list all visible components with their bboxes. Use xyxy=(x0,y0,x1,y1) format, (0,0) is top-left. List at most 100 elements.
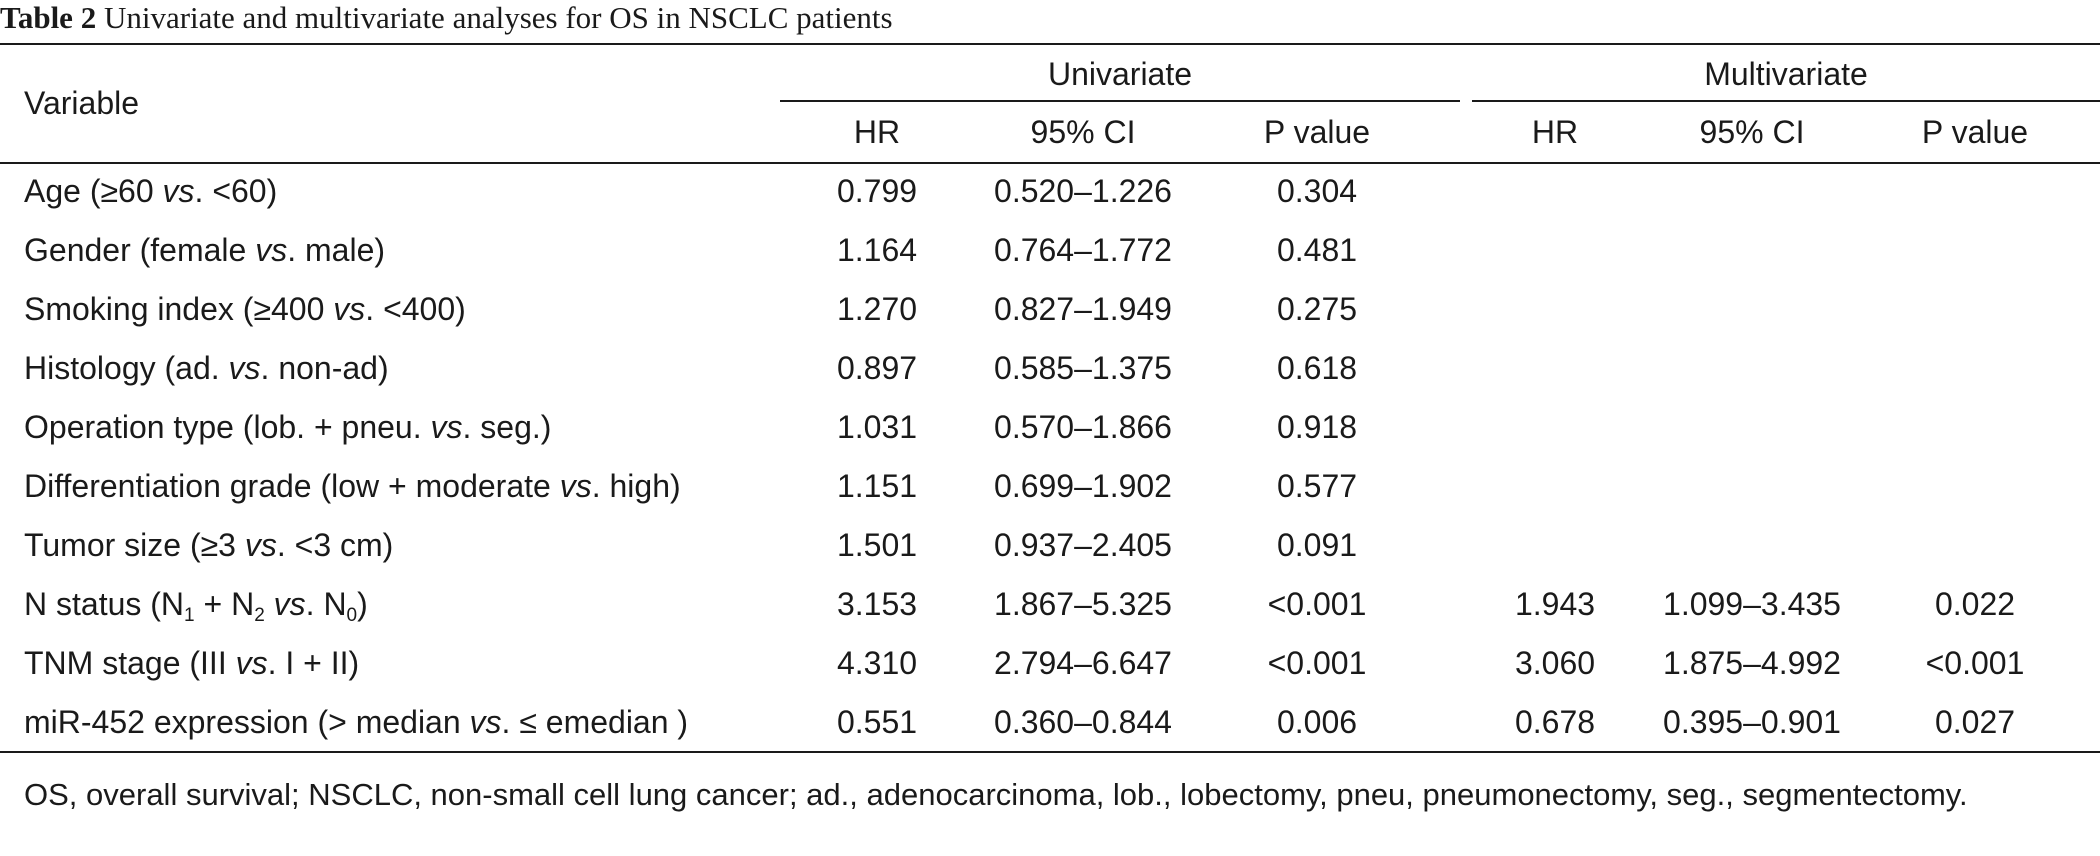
multi-ci-cell: 0.395–0.901 xyxy=(1663,704,1841,740)
label-text: . <400) xyxy=(365,291,466,327)
multi-ci-cell xyxy=(1632,289,1872,329)
label-text xyxy=(265,586,274,622)
uni-ci-cell: 0.585–1.375 xyxy=(994,350,1172,386)
uni-p-header: P value xyxy=(1263,114,1371,150)
label-text: Differentiation grade (low + moderate xyxy=(24,468,560,504)
multi-p-cell: 0.022 xyxy=(1934,586,2016,622)
vs-italic: vs xyxy=(235,645,268,681)
label-text: . <60) xyxy=(194,173,278,209)
uni-ci-cell: 2.794–6.647 xyxy=(994,645,1172,681)
row-label: Age (≥60 vs. <60) xyxy=(24,171,277,211)
multi-ci-cell: 1.875–4.992 xyxy=(1663,645,1841,681)
uni-hr-cell: 1.501 xyxy=(836,527,918,563)
uni-p-cell: 0.577 xyxy=(1276,468,1358,504)
vs-italic: vs xyxy=(333,291,366,327)
uni-p-cell: <0.001 xyxy=(1267,645,1367,681)
label-text: Age (≥60 xyxy=(24,173,163,209)
subscript: 0 xyxy=(346,605,358,626)
uni-hr-cell: 1.031 xyxy=(836,409,918,445)
row-label: N status (N1 + N2 vs. N0) xyxy=(24,584,368,626)
label-text: N status (N xyxy=(24,586,185,622)
header-rule xyxy=(0,162,2100,164)
vs-italic: vs xyxy=(559,468,592,504)
row-label: Smoking index (≥400 vs. <400) xyxy=(24,289,466,329)
vs-italic: vs xyxy=(469,704,502,740)
uni-hr-cell: 1.270 xyxy=(836,291,918,327)
multi-p-cell xyxy=(1855,171,2095,211)
multi-p-cell: 0.027 xyxy=(1934,704,2016,740)
label-text: miR-452 expression (> median xyxy=(24,704,470,740)
label-text: Operation type (lob. + pneu. xyxy=(24,409,431,445)
label-text: Tumor size (≥3 xyxy=(24,527,245,563)
multi-ci-cell xyxy=(1632,525,1872,565)
uni-ci-cell: 0.360–0.844 xyxy=(994,704,1172,740)
vs-italic: vs xyxy=(430,409,463,445)
uni-p-cell: 0.304 xyxy=(1276,173,1358,209)
label-text: ) xyxy=(357,586,368,622)
label-text: . <3 cm) xyxy=(276,527,394,563)
multi-ci-header: 95% CI xyxy=(1699,114,1805,150)
uni-hr-cell: 1.164 xyxy=(836,232,918,268)
multi-p-cell xyxy=(1855,348,2095,388)
uni-hr-cell: 1.151 xyxy=(836,468,918,504)
label-text: Smoking index (≥400 xyxy=(24,291,334,327)
label-text: Histology (ad. xyxy=(24,350,229,386)
multi-p-cell xyxy=(1855,525,2095,565)
univariate-header: Univariate xyxy=(1047,56,1193,92)
uni-p-cell: <0.001 xyxy=(1267,586,1367,622)
vs-italic: vs xyxy=(162,173,195,209)
uni-hr-cell: 3.153 xyxy=(836,586,918,622)
row-label: Histology (ad. vs. non-ad) xyxy=(24,348,389,388)
variable-header: Variable xyxy=(24,85,140,121)
uni-p-cell: 0.918 xyxy=(1276,409,1358,445)
label-text: . non-ad) xyxy=(260,350,389,386)
table-title: Univariate and multivariate analyses for… xyxy=(103,0,893,35)
multi-p-cell xyxy=(1855,289,2095,329)
uni-p-cell: 0.275 xyxy=(1276,291,1358,327)
uni-hr-header: HR xyxy=(853,114,901,150)
multivariate-group-rule xyxy=(1472,100,2100,102)
multi-p-cell: <0.001 xyxy=(1925,645,2025,681)
uni-ci-cell: 0.699–1.902 xyxy=(994,468,1172,504)
multivariate-header: Multivariate xyxy=(1704,56,1868,92)
label-text: Gender (female xyxy=(24,232,256,268)
multi-ci-cell xyxy=(1632,348,1872,388)
uni-p-cell: 0.091 xyxy=(1276,527,1358,563)
univariate-group-rule xyxy=(780,100,1460,102)
row-label: Differentiation grade (low + moderate vs… xyxy=(24,466,681,506)
uni-p-cell: 0.618 xyxy=(1276,350,1358,386)
uni-ci-cell: 0.764–1.772 xyxy=(994,232,1172,268)
row-label: Gender (female vs. male) xyxy=(24,230,385,270)
uni-ci-cell: 0.570–1.866 xyxy=(994,409,1172,445)
uni-ci-header: 95% CI xyxy=(1030,114,1136,150)
vs-italic: vs xyxy=(228,350,261,386)
table-number: Table 2 xyxy=(0,0,97,35)
label-text: . high) xyxy=(591,468,681,504)
multi-hr-cell: 1.943 xyxy=(1514,586,1596,622)
uni-p-cell: 0.006 xyxy=(1276,704,1358,740)
label-text: TNM stage (III xyxy=(24,645,236,681)
uni-ci-cell: 0.827–1.949 xyxy=(994,291,1172,327)
row-label: Tumor size (≥3 vs. <3 cm) xyxy=(24,525,393,565)
multi-hr-header: HR xyxy=(1531,114,1579,150)
multi-p-cell xyxy=(1855,466,2095,506)
multi-ci-cell xyxy=(1632,230,1872,270)
multi-hr-cell: 0.678 xyxy=(1514,704,1596,740)
vs-italic: vs xyxy=(273,586,306,622)
uni-p-cell: 0.481 xyxy=(1276,232,1358,268)
multi-hr-cell: 3.060 xyxy=(1514,645,1596,681)
label-text: . seg.) xyxy=(462,409,552,445)
table-caption: Table 2 Univariate and multivariate anal… xyxy=(0,0,893,40)
multi-ci-cell: 1.099–3.435 xyxy=(1663,586,1841,622)
multi-ci-cell xyxy=(1632,171,1872,211)
uni-hr-cell: 4.310 xyxy=(836,645,918,681)
uni-hr-cell: 0.799 xyxy=(836,173,918,209)
label-text: . N xyxy=(305,586,347,622)
label-text: . ≤ emedian ) xyxy=(501,704,689,740)
row-label: TNM stage (III vs. I + II) xyxy=(24,643,359,683)
row-label: Operation type (lob. + pneu. vs. seg.) xyxy=(24,407,551,447)
table-footnote: OS, overall survival; NSCLC, non-small c… xyxy=(24,777,1968,812)
multi-ci-cell xyxy=(1632,407,1872,447)
subscript: 1 xyxy=(184,605,195,626)
